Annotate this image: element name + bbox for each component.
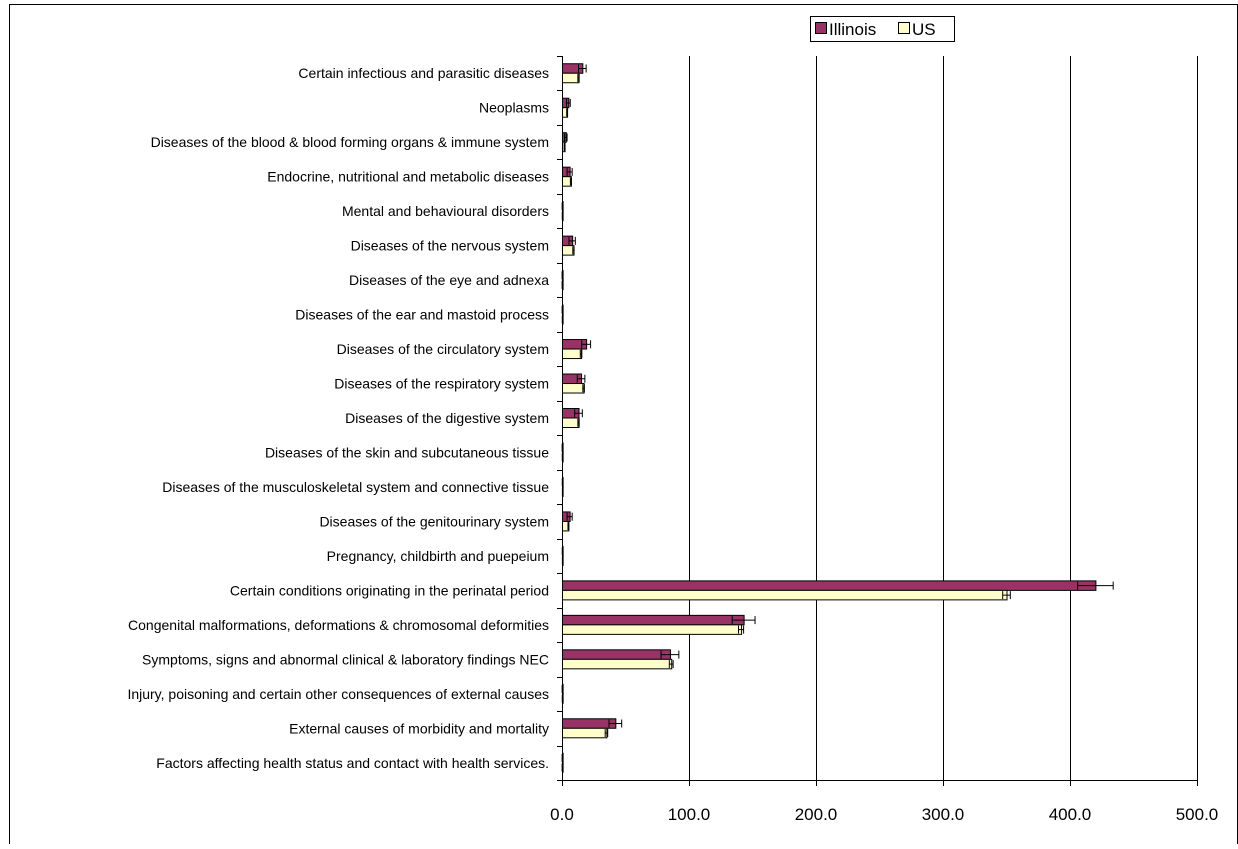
bar-us-5 bbox=[562, 245, 575, 256]
bar-illinois-17 bbox=[562, 649, 671, 660]
bar-us-17 bbox=[562, 658, 673, 670]
bar-us-9 bbox=[562, 383, 585, 394]
bar-us-10 bbox=[562, 417, 580, 428]
x-tick-label: 100.0 bbox=[668, 805, 711, 824]
category-label: Diseases of the blood & blood forming or… bbox=[151, 134, 549, 150]
legend-label-illinois: Illinois bbox=[829, 20, 876, 39]
legend-box bbox=[810, 16, 955, 42]
category-label: Diseases of the skin and subcutaneous ti… bbox=[265, 444, 549, 460]
category-label: Diseases of the eye and adnexa bbox=[349, 272, 549, 288]
category-label: Congenital malformations, deformations &… bbox=[128, 617, 549, 633]
category-labels: Certain infectious and parasitic disease… bbox=[127, 65, 549, 771]
bar-illinois-15 bbox=[562, 580, 1097, 591]
category-label: Diseases of the genitourinary system bbox=[319, 513, 549, 529]
category-label: Symptoms, signs and abnormal clinical & … bbox=[142, 651, 549, 667]
x-tick-label: 300.0 bbox=[922, 805, 965, 824]
category-label: Diseases of the ear and mastoid process bbox=[295, 307, 549, 323]
x-tick-label: 0.0 bbox=[550, 805, 574, 824]
x-tick-label: 500.0 bbox=[1176, 805, 1219, 824]
legend: Illinois US bbox=[810, 16, 955, 42]
bar-illinois-19 bbox=[562, 718, 617, 729]
bar-us-8 bbox=[562, 348, 583, 360]
x-tick-labels: 0.0 100.0 200.0 300.0 400.0 500.0 bbox=[550, 805, 1218, 824]
bar-us-19 bbox=[562, 727, 608, 739]
chart-border bbox=[9, 4, 1238, 849]
grid-lines bbox=[689, 56, 1198, 780]
category-label: Neoplasms bbox=[479, 100, 549, 116]
bar-illinois-16 bbox=[562, 614, 745, 626]
x-tick-label: 200.0 bbox=[795, 805, 838, 824]
x-tick-label: 400.0 bbox=[1049, 805, 1092, 824]
bars bbox=[562, 63, 1097, 773]
category-label: Injury, poisoning and certain other cons… bbox=[127, 686, 549, 702]
bar-us-16 bbox=[562, 624, 743, 635]
category-label: Certain infectious and parasitic disease… bbox=[298, 65, 549, 81]
category-label: Diseases of the respiratory system bbox=[334, 376, 549, 392]
legend-swatch-us bbox=[898, 22, 910, 34]
legend-label-us: US bbox=[912, 20, 936, 39]
error-bars bbox=[561, 64, 1114, 772]
category-label: Mental and behavioural disorders bbox=[342, 203, 549, 219]
category-label: Diseases of the circulatory system bbox=[337, 341, 549, 357]
category-label: Diseases of the digestive system bbox=[345, 410, 549, 426]
category-label: Certain conditions originating in the pe… bbox=[230, 582, 549, 598]
category-label: Factors affecting health status and cont… bbox=[156, 755, 549, 771]
category-label: Diseases of the musculoskeletal system a… bbox=[162, 479, 549, 495]
category-label: External causes of morbidity and mortali… bbox=[289, 720, 549, 736]
category-label: Endocrine, nutritional and metabolic dis… bbox=[267, 169, 549, 185]
category-label: Pregnancy, childbirth and puepeium bbox=[327, 548, 549, 564]
legend-swatch-illinois bbox=[815, 22, 827, 34]
bar-us-0 bbox=[562, 72, 580, 84]
bar-us-15 bbox=[562, 589, 1008, 601]
category-label: Diseases of the nervous system bbox=[351, 238, 549, 254]
